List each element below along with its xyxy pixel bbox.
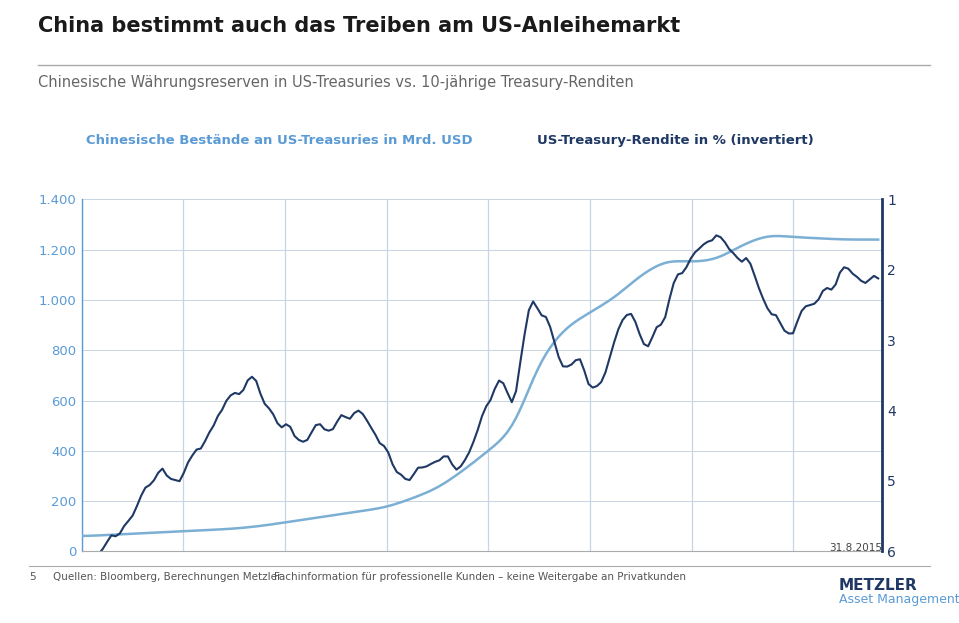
Text: 5: 5 (29, 572, 35, 582)
Text: China bestimmt auch das Treiben am US-Anleihemarkt: China bestimmt auch das Treiben am US-An… (38, 16, 681, 36)
Text: US-Treasury-Rendite in % (invertiert): US-Treasury-Rendite in % (invertiert) (537, 134, 814, 147)
Text: Quellen: Bloomberg, Berechnungen Metzler: Quellen: Bloomberg, Berechnungen Metzler (53, 572, 281, 582)
Text: METZLER: METZLER (839, 578, 918, 593)
Text: Fachinformation für professionelle Kunden – keine Weitergabe an Privatkunden: Fachinformation für professionelle Kunde… (273, 572, 686, 582)
Text: Chinesische Bestände an US-Treasuries in Mrd. USD: Chinesische Bestände an US-Treasuries in… (86, 134, 473, 147)
Text: Chinesische Währungsreserven in US-Treasuries vs. 10-jährige Treasury-Renditen: Chinesische Währungsreserven in US-Treas… (38, 75, 634, 90)
Text: Asset Management: Asset Management (839, 593, 959, 606)
Text: 31.8.2015: 31.8.2015 (830, 543, 882, 553)
